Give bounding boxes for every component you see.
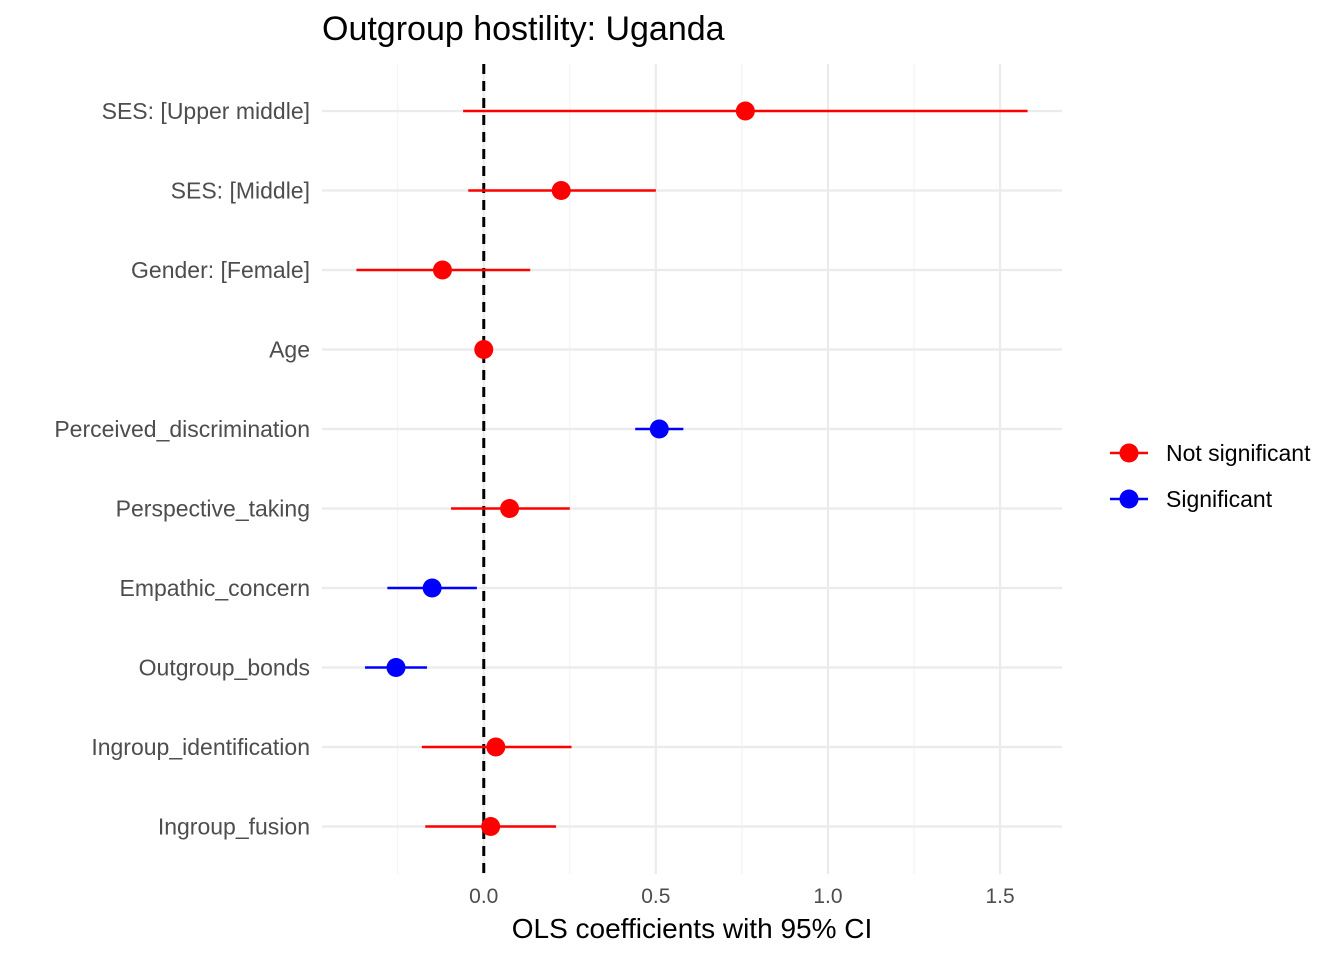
legend: Not significant Significant [1110, 440, 1311, 512]
estimate-point [432, 260, 452, 280]
grid [322, 64, 1062, 874]
chart-title: Outgroup hostility: Uganda [322, 10, 725, 48]
y-tick-label: Perspective_taking [116, 496, 310, 522]
legend-label: Not significant [1166, 440, 1311, 466]
x-tick-label: 1.0 [813, 885, 842, 908]
y-tick-label: Gender: [Female] [131, 257, 310, 283]
y-tick-label: Ingroup_identification [91, 734, 310, 760]
estimate-point [386, 658, 406, 677]
y-tick-label: SES: [Upper middle] [102, 98, 310, 124]
y-axis-labels: SES: [Upper middle] SES: [Middle] Gender: … [54, 98, 310, 840]
estimate-point [474, 340, 494, 359]
x-tick-label: 0.0 [469, 885, 498, 908]
y-tick-label: Perceived_discrimination [54, 416, 310, 442]
estimate-point [551, 181, 571, 200]
legend-label: Significant [1166, 486, 1273, 512]
data-marks [356, 101, 1028, 836]
x-tick-label: 0.5 [641, 885, 670, 908]
legend-key-point [1119, 443, 1139, 463]
x-axis-label: OLS coefficients with 95% CI [512, 913, 873, 944]
y-tick-label: SES: [Middle] [171, 178, 310, 204]
y-tick-label: Empathic_concern [120, 575, 311, 601]
estimate-point [422, 578, 442, 598]
estimate-point [481, 817, 501, 836]
estimate-point [649, 419, 669, 439]
estimate-point [735, 101, 755, 121]
x-axis-ticks: 0.0 0.5 1.0 1.5 [469, 885, 1014, 908]
legend-key-point [1119, 489, 1139, 509]
y-tick-label: Age [269, 337, 310, 363]
y-tick-label: Ingroup_fusion [158, 814, 310, 840]
x-tick-label: 1.5 [985, 885, 1014, 908]
estimate-point [486, 737, 506, 757]
y-tick-label: Outgroup_bonds [139, 655, 310, 681]
estimate-point [500, 499, 520, 518]
